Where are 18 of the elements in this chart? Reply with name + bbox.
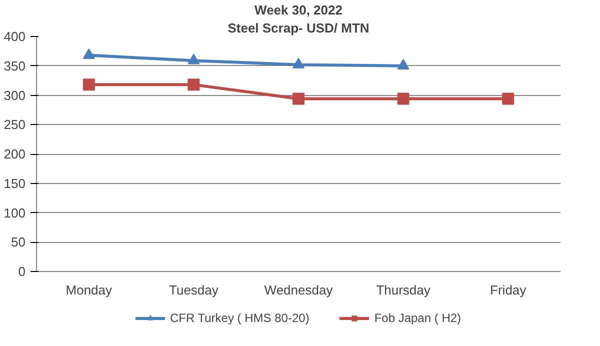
y-tick-label: 0 bbox=[18, 264, 26, 279]
chart-subtitle: Steel Scrap- USD/ MTN bbox=[228, 20, 370, 36]
y-tick-label: 100 bbox=[4, 205, 26, 220]
y-tick-label: 350 bbox=[4, 58, 26, 74]
y-tick-label: 300 bbox=[4, 88, 26, 103]
y-tick-label: 250 bbox=[4, 117, 26, 132]
x-tick-label: Friday bbox=[490, 282, 527, 298]
x-tick-label: Tuesday bbox=[169, 282, 219, 298]
x-tick-label: Thursday bbox=[376, 282, 431, 298]
y-tick-label: 150 bbox=[4, 176, 26, 191]
legend-label: CFR Turkey ( HMS 80-20) bbox=[170, 311, 310, 325]
y-tick-label: 400 bbox=[4, 29, 26, 44]
y-tick-label: 50 bbox=[11, 234, 26, 250]
chart-title: Week 30, 2022 bbox=[254, 2, 342, 18]
legend-label: Fob Japan ( H2) bbox=[374, 311, 462, 325]
y-tick-label: 200 bbox=[4, 146, 26, 162]
x-tick-label: Monday bbox=[66, 282, 113, 298]
x-tick-label: Wednesday bbox=[264, 282, 334, 298]
